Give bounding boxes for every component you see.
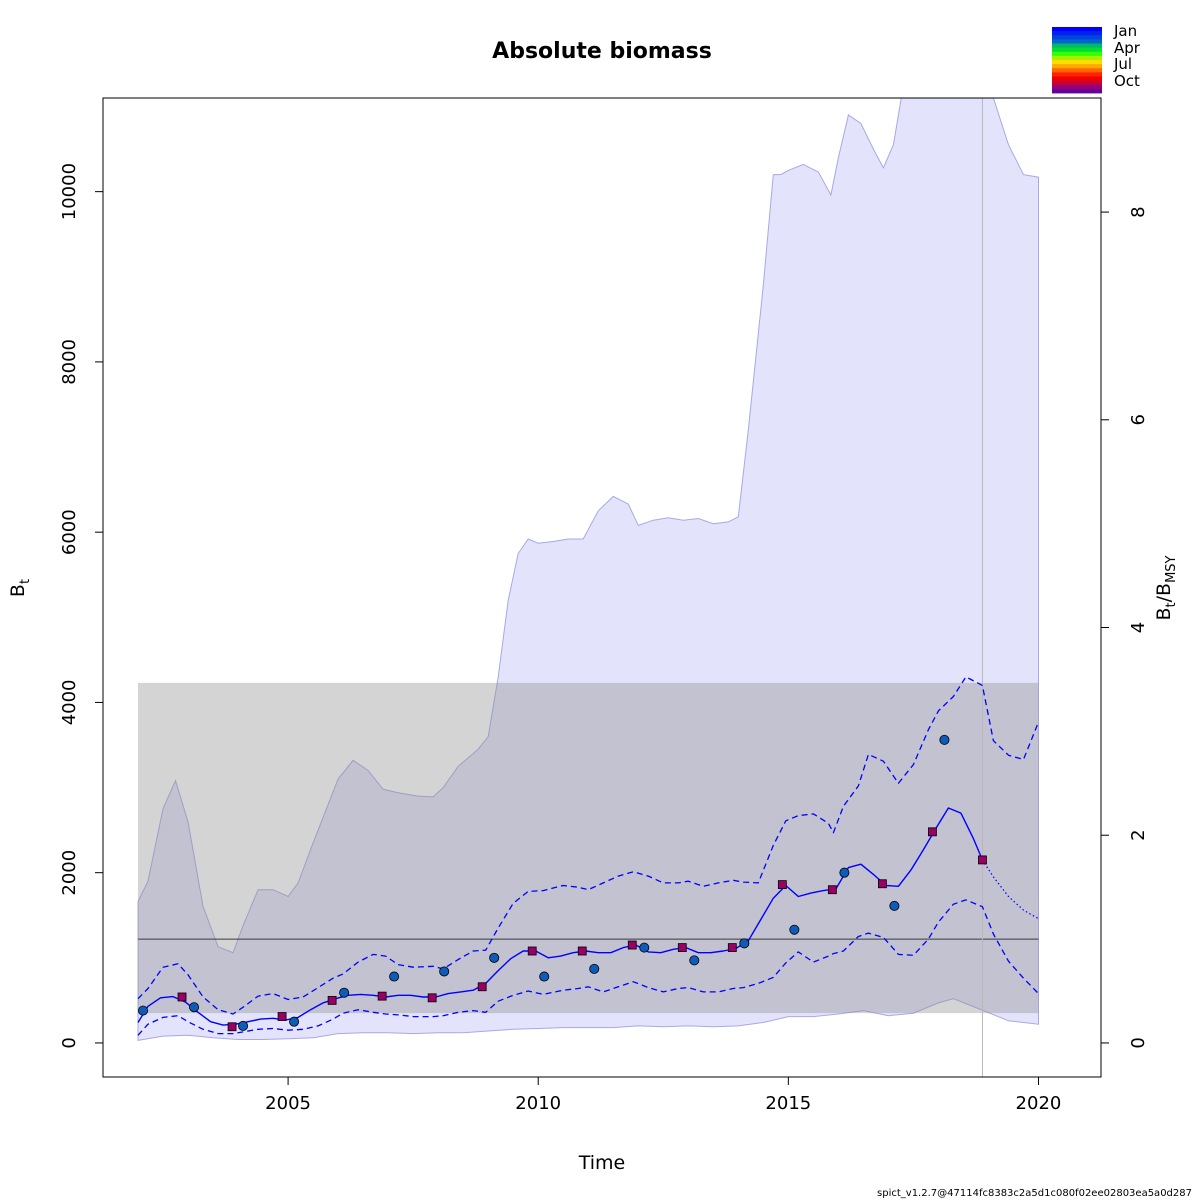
legend-swatch bbox=[1052, 39, 1102, 44]
x-tick-label: 2005 bbox=[265, 1093, 311, 1114]
x-tick-label: 2020 bbox=[1016, 1093, 1062, 1114]
y2-label-slash: / bbox=[1153, 595, 1175, 602]
observation-point-q4 bbox=[377, 991, 387, 1001]
observation-point-q4 bbox=[727, 943, 737, 953]
y-tick-label: 10000 bbox=[59, 163, 80, 220]
plot-area bbox=[137, 98, 1040, 1077]
month-color-legend: Jan Apr Jul Oct bbox=[1052, 22, 1141, 94]
y-axis-label-right: Bt/BMSY bbox=[1153, 555, 1179, 620]
observation-point-q1 bbox=[789, 924, 800, 935]
observation-point-q1 bbox=[839, 867, 850, 878]
observation-point-q1 bbox=[639, 942, 650, 953]
observation-point-q4 bbox=[277, 1012, 287, 1021]
biomass-ci-line-2 bbox=[137, 676, 1040, 1015]
observation-point-q1 bbox=[489, 952, 500, 963]
observation-point-q4 bbox=[877, 879, 887, 889]
legend-swatch bbox=[1052, 88, 1102, 94]
y2-tick-label: 2 bbox=[1128, 829, 1149, 840]
outer-confidence-band bbox=[137, 98, 1039, 1041]
legend-swatch bbox=[1052, 64, 1102, 69]
y-tick-label: 6000 bbox=[59, 509, 80, 555]
y2-tick-label: 0 bbox=[1128, 1037, 1149, 1048]
observation-point-q4 bbox=[427, 993, 437, 1003]
legend-swatch bbox=[1052, 51, 1102, 57]
observation-point-q1 bbox=[689, 955, 700, 966]
observation-point-q4 bbox=[227, 1022, 237, 1032]
biomass-forecast-line-1 bbox=[981, 859, 1039, 920]
legend-swatch bbox=[1052, 31, 1102, 36]
y2-label-sub2: MSY bbox=[1164, 555, 1179, 582]
legend-color-bar bbox=[1052, 27, 1102, 94]
y-tick-label: 0 bbox=[59, 1037, 80, 1048]
observation-point-q4 bbox=[827, 885, 837, 895]
observation-point-q1 bbox=[539, 971, 550, 982]
legend-label-oct: Oct bbox=[1114, 72, 1140, 90]
observation-point-q4 bbox=[527, 946, 537, 956]
observation-point-q1 bbox=[189, 1002, 200, 1013]
observation-point-q1 bbox=[339, 987, 350, 998]
y2-label-main1: B bbox=[1153, 607, 1175, 620]
x-axis: 2005 2010 2015 2020 bbox=[265, 1077, 1061, 1114]
legend-swatch bbox=[1052, 76, 1102, 82]
observation-point-q1 bbox=[238, 1020, 249, 1031]
y2-tick-label: 6 bbox=[1128, 414, 1149, 425]
observation-point-q4 bbox=[577, 946, 587, 956]
legend-swatch bbox=[1052, 60, 1102, 65]
y-label-main: B bbox=[7, 584, 29, 597]
biomass-ci-line-3 bbox=[137, 899, 1039, 1036]
observation-point-q1 bbox=[739, 938, 750, 949]
legend-swatch bbox=[1052, 84, 1102, 90]
y-tick-label: 2000 bbox=[59, 850, 80, 896]
legend-swatch bbox=[1052, 27, 1102, 32]
observation-point-q1 bbox=[289, 1016, 300, 1027]
bmsy-confidence-band bbox=[138, 682, 1039, 1014]
y2-label-sub1: t bbox=[1164, 602, 1179, 607]
observation-point-q4 bbox=[777, 880, 787, 890]
x-tick-label: 2015 bbox=[765, 1093, 811, 1114]
observation-point-q1 bbox=[889, 900, 900, 911]
x-tick-label: 2010 bbox=[515, 1093, 561, 1114]
observation-point-q4 bbox=[627, 940, 637, 950]
legend-label-jul: Jul bbox=[1113, 55, 1132, 73]
legend-swatch bbox=[1052, 43, 1102, 49]
legend-swatch bbox=[1052, 68, 1102, 73]
observation-point-q4 bbox=[327, 995, 337, 1005]
observation-point-q4 bbox=[677, 943, 687, 953]
observation-point-q4 bbox=[978, 855, 987, 865]
y2-label-main2: B bbox=[1153, 583, 1175, 596]
observation-point-q4 bbox=[177, 992, 187, 1002]
observation-points bbox=[138, 734, 987, 1032]
observation-point-q4 bbox=[928, 827, 937, 837]
legend-label-apr: Apr bbox=[1114, 39, 1141, 57]
observation-point-q1 bbox=[389, 971, 400, 982]
legend-swatch bbox=[1052, 47, 1102, 53]
y-label-sub: t bbox=[18, 579, 33, 584]
observation-point-q1 bbox=[439, 966, 450, 977]
observation-point-q1 bbox=[589, 963, 600, 974]
legend-swatch bbox=[1052, 80, 1102, 86]
observation-point-q1 bbox=[138, 1005, 149, 1016]
chart-title: Absolute biomass bbox=[492, 39, 712, 64]
plot-frame bbox=[102, 97, 1102, 1078]
y-axis-label-left: Bt bbox=[7, 579, 33, 597]
y2-tick-label: 4 bbox=[1128, 622, 1149, 633]
y2-tick-label: 8 bbox=[1128, 206, 1149, 217]
observation-point-q1 bbox=[939, 734, 950, 745]
version-footer: spict_v1.2.7@47114fc8383c2a5d1c080f02ee0… bbox=[877, 1188, 1192, 1199]
legend-label-jan: Jan bbox=[1113, 22, 1137, 40]
y-axis-right: 0 2 4 6 8 bbox=[1101, 206, 1149, 1049]
legend-swatch bbox=[1052, 35, 1102, 40]
observation-point-q4 bbox=[477, 982, 487, 992]
legend-swatch bbox=[1052, 55, 1102, 61]
x-axis-label: Time bbox=[578, 1152, 626, 1174]
y-axis-left: 0 2000 4000 6000 8000 10000 bbox=[59, 163, 103, 1049]
y-tick-label: 8000 bbox=[59, 339, 80, 385]
y-tick-label: 4000 bbox=[59, 679, 80, 725]
legend-swatch bbox=[1052, 72, 1102, 77]
